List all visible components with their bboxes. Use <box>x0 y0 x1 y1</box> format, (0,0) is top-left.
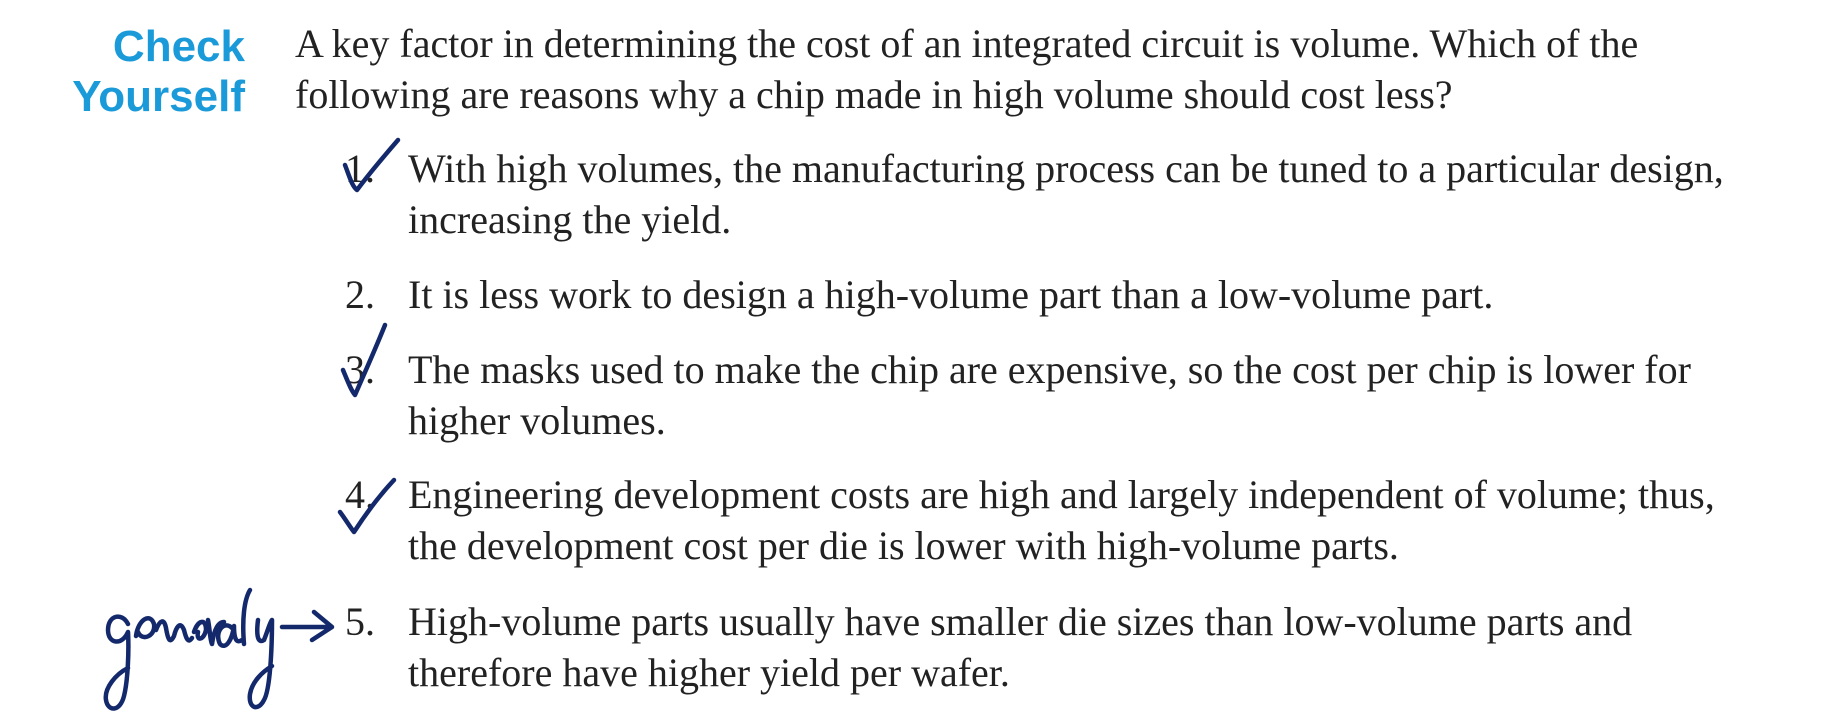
option-number: 2. <box>345 272 375 317</box>
heading-line-1: Check <box>112 22 245 71</box>
option-text: It is less work to design a high-volume … <box>408 272 1494 317</box>
option-number: 4. <box>345 472 375 517</box>
option-text: Engineering development costs are high a… <box>408 472 1715 568</box>
heading-line-2: Yourself <box>72 72 245 121</box>
option-number: 5. <box>345 599 375 644</box>
question-text: A key factor in determining the cost of … <box>295 21 1639 117</box>
arrow-icon <box>279 609 335 643</box>
handwritten-generally-note <box>103 587 275 711</box>
option-number: 1. <box>345 146 375 191</box>
option-text: With high volumes, the manufacturing pro… <box>408 146 1724 242</box>
option-text: The masks used to make the chip are expe… <box>408 347 1691 443</box>
check-yourself-heading: Check Yourself <box>30 22 245 122</box>
option-text: High-volume parts usually have smaller d… <box>408 599 1633 695</box>
option-number: 3. <box>345 347 375 392</box>
